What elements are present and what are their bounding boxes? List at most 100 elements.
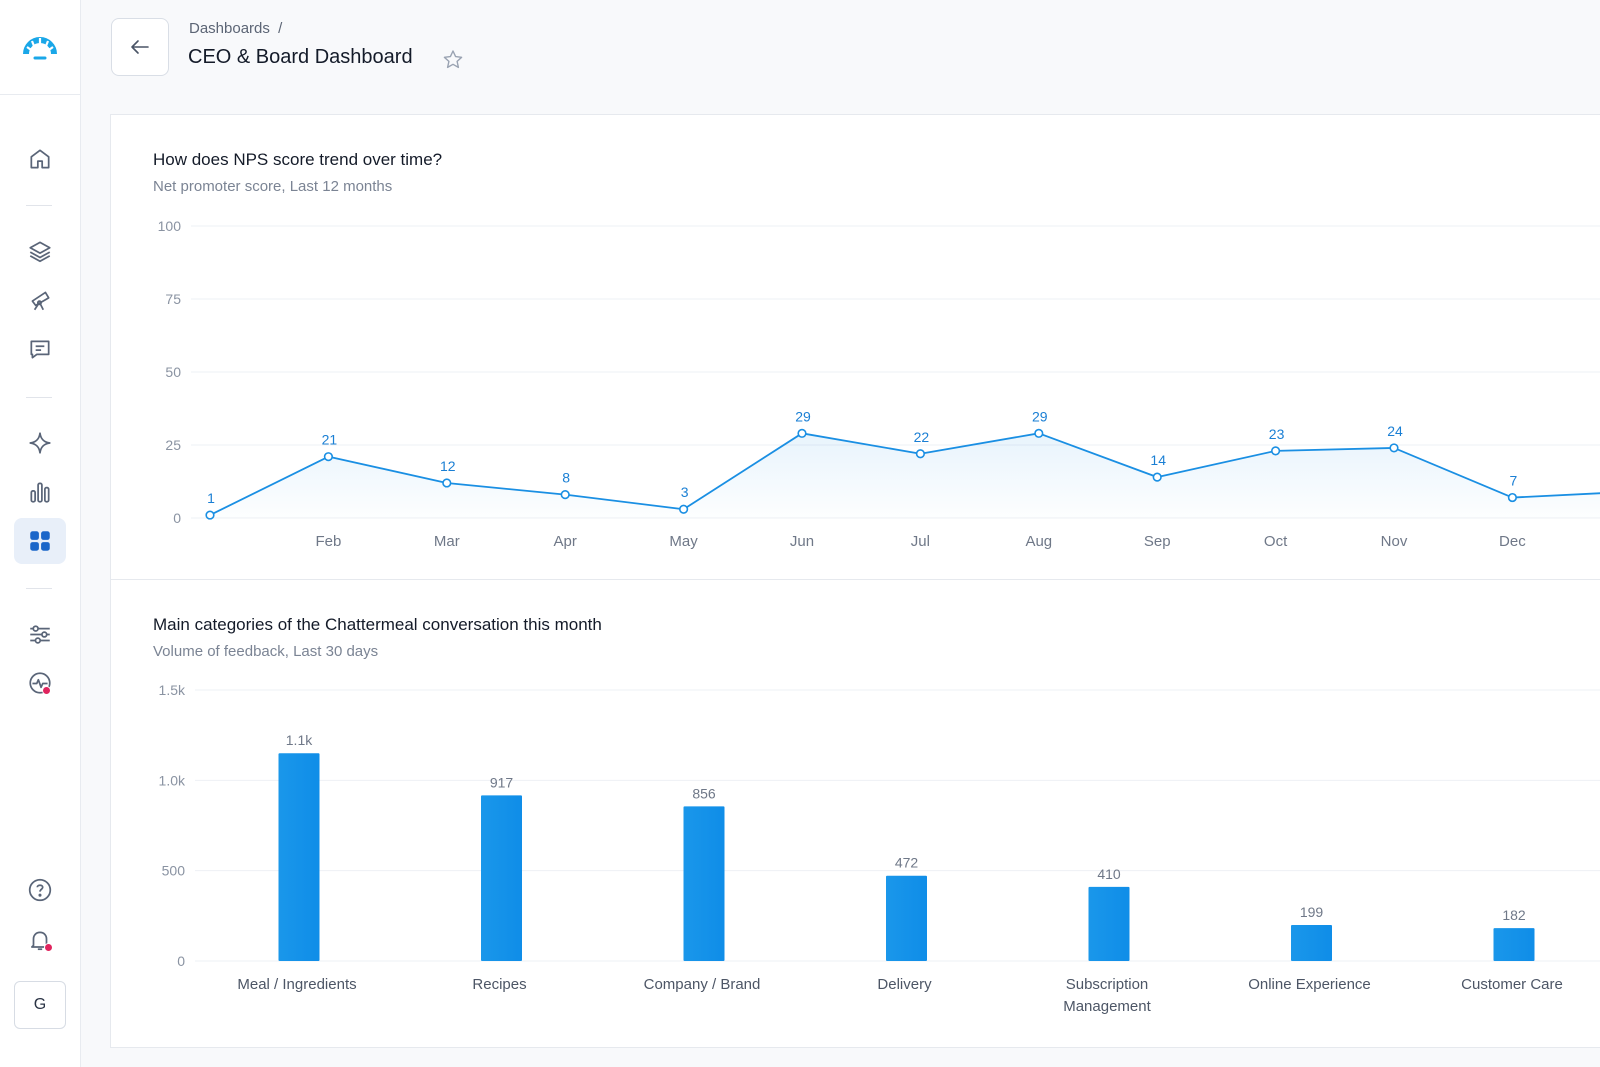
data-point — [1152, 472, 1162, 482]
x-tick-label: Feb — [315, 533, 341, 550]
data-point — [1389, 443, 1399, 453]
x-tick-label: Company / Brand — [644, 976, 761, 993]
x-tick-label: Meal / Ingredients — [237, 976, 356, 993]
y-tick-label: 75 — [165, 291, 181, 307]
data-point — [678, 504, 689, 514]
bar — [886, 875, 927, 961]
sidebar-item-notifications[interactable] — [14, 917, 66, 963]
bar — [1493, 928, 1535, 961]
data-point — [797, 428, 807, 438]
data-label: 472 — [895, 855, 919, 871]
data-point — [205, 510, 215, 520]
bar — [1291, 925, 1332, 961]
data-label: 1 — [207, 490, 215, 506]
x-tick-label: Recipes — [472, 976, 526, 993]
data-point — [323, 452, 333, 462]
data-label: 410 — [1097, 866, 1121, 882]
data-label: 199 — [1300, 904, 1324, 920]
data-label: 3 — [681, 484, 689, 500]
x-tick-label: Jun — [790, 533, 814, 550]
data-point — [1270, 446, 1281, 456]
arrow-left-icon — [131, 40, 149, 54]
y-tick-label: 100 — [158, 218, 182, 234]
filters-icon — [30, 625, 50, 644]
x-tick-label: Oct — [1264, 533, 1288, 550]
y-tick-label: 0 — [173, 510, 181, 526]
x-tick-label: Mar — [434, 533, 460, 550]
layers-icon — [29, 241, 51, 263]
app-logo[interactable] — [0, 0, 80, 95]
sidebar-item-insights[interactable] — [14, 420, 66, 466]
categories-bar-chart[interactable]: 0 500 1.0k 1.5k 1.1k 917 856 472 410 199 182 Meal… — [111, 580, 1600, 1047]
data-label: 24 — [1387, 423, 1403, 439]
x-tick-label: Jul — [911, 533, 930, 550]
sidebar-divider — [26, 397, 52, 398]
breadcrumb: Dashboards / — [189, 20, 282, 37]
x-tick-label: Apr — [554, 533, 577, 550]
sidebar-item-filters[interactable] — [14, 611, 66, 657]
notification-dot — [44, 943, 53, 952]
sidebar-item-reports[interactable] — [14, 469, 66, 515]
bell-icon — [31, 931, 49, 951]
sidebar-item-messages[interactable] — [14, 326, 66, 372]
chart-title: How does NPS score trend over time? — [153, 150, 443, 169]
sidebar-divider — [26, 205, 52, 206]
data-point — [1034, 428, 1044, 438]
sidebar-divider — [26, 588, 52, 589]
x-tick-label: Dec — [1499, 533, 1526, 550]
sidebar-item-help[interactable] — [14, 867, 66, 913]
data-label: 182 — [1502, 907, 1526, 923]
favorite-button[interactable] — [441, 48, 465, 77]
star-icon — [443, 50, 463, 69]
help-icon — [28, 878, 52, 902]
breadcrumb-link-dashboards[interactable]: Dashboards — [189, 20, 270, 37]
logo-icon — [23, 37, 57, 60]
dashboard-grid-icon — [30, 531, 50, 551]
message-icon — [30, 340, 50, 359]
chart-subtitle: Net promoter score, Last 12 months — [153, 178, 393, 195]
data-point — [560, 490, 570, 500]
data-label: 7 — [1510, 473, 1518, 489]
sidebar-item-home[interactable] — [14, 136, 66, 182]
x-tick-label: Delivery — [877, 976, 932, 993]
sidebar-item-health[interactable] — [14, 660, 66, 706]
data-label: 14 — [1150, 452, 1166, 468]
x-tick-label: May — [669, 533, 698, 550]
sparkle-icon — [29, 432, 51, 454]
chart-title: Main categories of the Chattermeal conve… — [153, 615, 602, 634]
y-tick-label: 500 — [162, 863, 186, 879]
pulse-icon — [29, 672, 51, 694]
nps-chart-card: How does NPS score trend over time? Net … — [110, 114, 1600, 581]
sidebar-item-layers[interactable] — [14, 228, 66, 274]
nps-line-chart[interactable]: 0 25 50 75 100 Feb Mar Apr May Jun Jul Aug Sep Oct No… — [111, 115, 1600, 580]
y-tick-label: 50 — [165, 364, 181, 380]
data-label: 1.1k — [286, 732, 313, 748]
user-avatar[interactable]: G — [14, 981, 66, 1029]
data-label: 917 — [490, 774, 514, 790]
back-button[interactable] — [111, 18, 169, 76]
y-tick-label: 1.5k — [159, 682, 186, 698]
home-icon — [30, 149, 50, 169]
page-title: CEO & Board Dashboard — [188, 46, 413, 68]
data-label: 23 — [1269, 426, 1285, 442]
data-point — [1507, 492, 1517, 503]
bar — [278, 753, 320, 961]
sidebar: G — [0, 0, 81, 1067]
bar — [683, 806, 725, 961]
y-tick-label: 1.0k — [159, 772, 186, 788]
x-tick-label: Sep — [1144, 533, 1171, 550]
bar-chart-icon — [30, 482, 50, 503]
notification-dot — [42, 686, 51, 695]
x-tick-label: Nov — [1381, 533, 1408, 550]
x-tick-label: Online Experience — [1248, 976, 1371, 993]
bar — [481, 795, 522, 961]
x-tick-label: Management — [1063, 998, 1151, 1015]
x-tick-label: Customer Care — [1461, 976, 1563, 993]
data-label: 8 — [562, 470, 570, 486]
x-tick-label: Subscription — [1066, 976, 1149, 993]
sidebar-item-dashboards[interactable] — [14, 518, 66, 564]
series-area — [210, 433, 1600, 518]
data-point — [442, 478, 452, 488]
data-label: 21 — [322, 432, 338, 448]
sidebar-item-explore[interactable] — [14, 277, 66, 323]
